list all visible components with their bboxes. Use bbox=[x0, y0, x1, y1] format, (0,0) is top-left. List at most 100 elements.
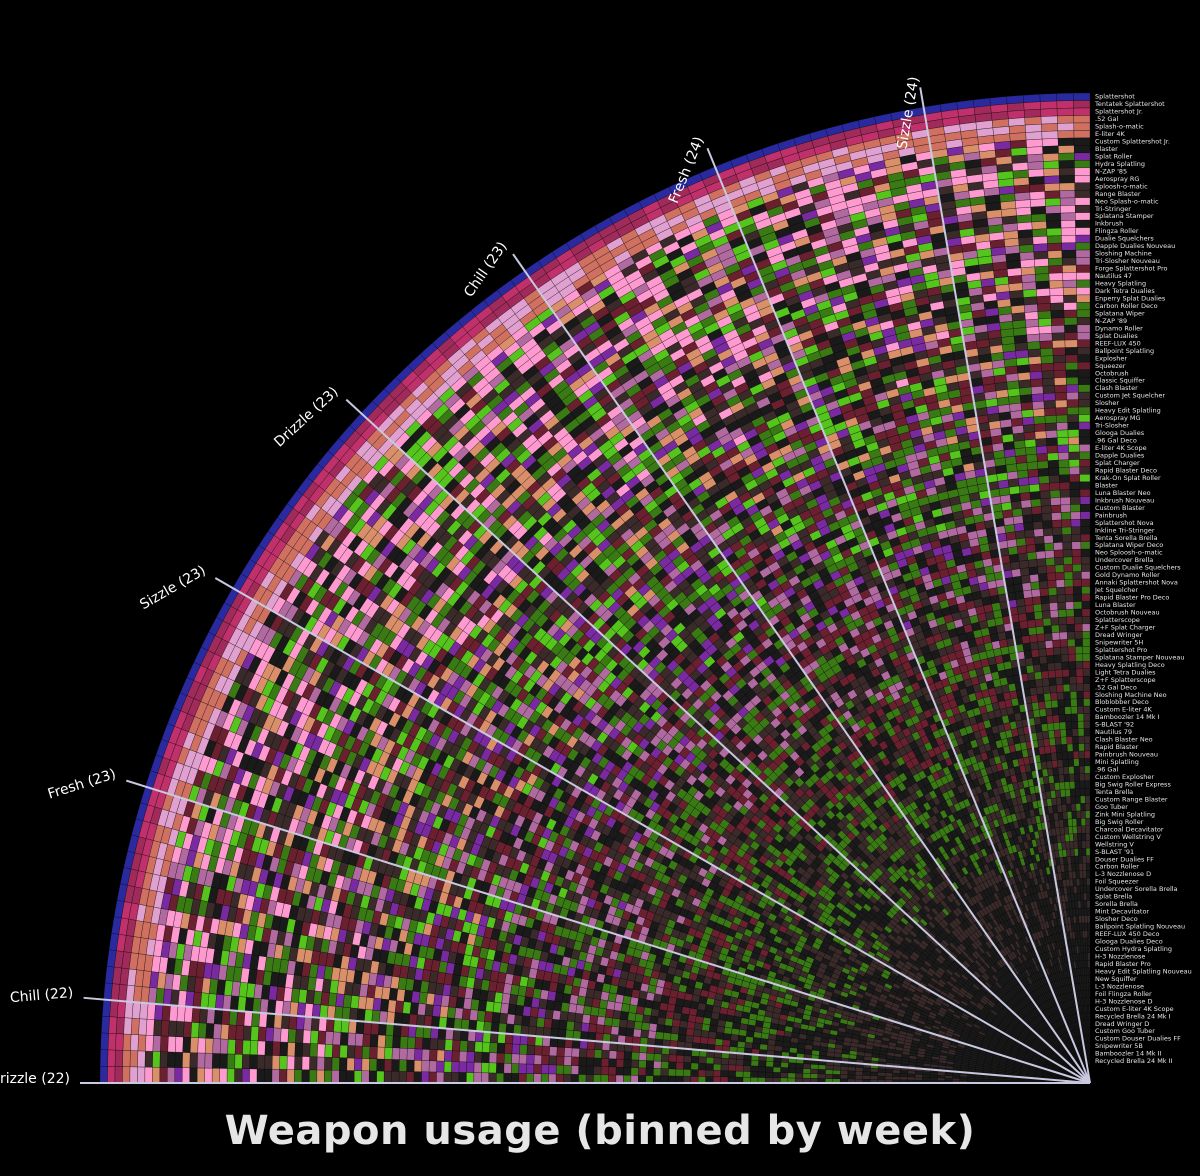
heatmap-cell bbox=[423, 1015, 433, 1028]
heatmap-cell bbox=[1036, 288, 1051, 297]
heatmap-cell bbox=[146, 1003, 156, 1020]
heatmap-cell bbox=[1012, 432, 1025, 442]
heatmap-cell bbox=[1074, 152, 1091, 161]
heatmap-cell bbox=[1056, 100, 1074, 109]
heatmap-cell bbox=[272, 1027, 282, 1043]
heatmap-cell bbox=[1019, 394, 1033, 404]
heatmap-cell bbox=[1022, 424, 1036, 433]
heatmap-cell bbox=[152, 1035, 162, 1052]
heatmap-cell bbox=[1022, 416, 1035, 426]
heatmap-cell bbox=[1003, 350, 1017, 360]
heatmap-cell bbox=[1010, 417, 1024, 427]
heatmap-cell bbox=[1048, 257, 1063, 267]
heatmap-cell bbox=[256, 1068, 265, 1084]
heatmap-cell bbox=[1051, 317, 1065, 326]
heatmap-cell bbox=[1034, 430, 1047, 440]
heatmap-cell bbox=[1062, 272, 1077, 281]
heatmap-cell bbox=[469, 1009, 479, 1021]
heatmap-cell bbox=[448, 995, 458, 1008]
heatmap-cell bbox=[123, 1017, 133, 1035]
heatmap-cell bbox=[1025, 446, 1037, 456]
heatmap-cell bbox=[429, 1049, 438, 1062]
heatmap-cell bbox=[1023, 303, 1038, 313]
heatmap-cell bbox=[242, 1039, 251, 1055]
heatmap-cell bbox=[1048, 467, 1060, 476]
heatmap-cell bbox=[176, 1005, 186, 1022]
heatmap-cell bbox=[297, 1002, 307, 1017]
heatmap-cell bbox=[242, 1025, 252, 1041]
heatmap-cell bbox=[467, 1040, 476, 1052]
heatmap-cell bbox=[161, 1004, 171, 1021]
heatmap-cell bbox=[1062, 264, 1077, 274]
heatmap-cell bbox=[1026, 461, 1039, 471]
heatmap-cell bbox=[1050, 302, 1065, 311]
heatmap-cell bbox=[1063, 302, 1078, 311]
heatmap-cell bbox=[1046, 445, 1059, 454]
heatmap-cell bbox=[212, 1038, 221, 1054]
heatmap-cell bbox=[279, 1055, 288, 1070]
heatmap-cell bbox=[1057, 444, 1069, 453]
heatmap-cell bbox=[1033, 243, 1048, 253]
heatmap-cell bbox=[1016, 462, 1028, 472]
heatmap-cell bbox=[1017, 221, 1033, 231]
heatmap-cell bbox=[421, 1048, 430, 1061]
heatmap-cell bbox=[1045, 430, 1058, 439]
heatmap-cell bbox=[1058, 145, 1075, 154]
heatmap-cell bbox=[324, 1056, 333, 1071]
heatmap-cell bbox=[309, 1056, 318, 1071]
heatmap-cell bbox=[1001, 208, 1017, 218]
heatmap-cell bbox=[279, 1069, 288, 1084]
heatmap-cell bbox=[1042, 385, 1056, 394]
heatmap-cell bbox=[443, 1071, 452, 1084]
heatmap-cell bbox=[1059, 182, 1076, 191]
heatmap-cell bbox=[400, 1024, 410, 1038]
heatmap-cell bbox=[407, 1025, 417, 1038]
heatmap-cell bbox=[467, 1030, 477, 1042]
heatmap-cell bbox=[234, 1039, 244, 1055]
heatmap-cell bbox=[1002, 441, 1015, 451]
heatmap-cell bbox=[1043, 392, 1056, 402]
heatmap-cell bbox=[437, 1027, 447, 1040]
heatmap-cell bbox=[130, 1018, 140, 1035]
heatmap-cell bbox=[1054, 377, 1067, 386]
heatmap-cell bbox=[1032, 235, 1048, 245]
heatmap-cell bbox=[244, 997, 255, 1013]
heatmap-cell bbox=[236, 1010, 246, 1026]
heatmap-cell bbox=[1019, 386, 1032, 396]
heatmap-cell bbox=[1032, 408, 1046, 418]
heatmap-cell bbox=[1066, 377, 1079, 386]
heatmap-cell bbox=[1078, 436, 1091, 445]
heatmap-cell bbox=[1035, 273, 1050, 282]
heatmap-cell bbox=[1076, 294, 1091, 303]
heatmap-cell bbox=[324, 1044, 333, 1058]
heatmap-cell bbox=[1023, 94, 1041, 103]
heatmap-cell bbox=[295, 1029, 304, 1044]
heatmap-cell bbox=[369, 1070, 377, 1084]
heatmap-cell bbox=[1002, 223, 1019, 233]
heatmap-cell bbox=[250, 1026, 260, 1041]
heatmap-cell bbox=[264, 1054, 273, 1070]
heatmap-cell bbox=[1053, 362, 1067, 371]
heatmap-cell bbox=[490, 1032, 499, 1044]
heatmap-cell bbox=[1040, 355, 1054, 364]
heatmap-cell bbox=[1042, 153, 1059, 162]
heatmap-cell bbox=[1058, 167, 1075, 176]
heatmap-cell bbox=[219, 1038, 229, 1055]
heatmap-cell bbox=[1047, 250, 1063, 259]
heatmap-cell bbox=[364, 1009, 374, 1023]
heatmap-cell bbox=[340, 1032, 349, 1046]
heatmap-cell bbox=[444, 1039, 454, 1051]
heatmap-cell bbox=[124, 1001, 134, 1019]
heatmap-cell bbox=[129, 1050, 139, 1068]
heatmap-cell bbox=[249, 1068, 258, 1084]
heatmap-cell bbox=[1025, 123, 1042, 133]
heatmap-cell bbox=[274, 1000, 284, 1015]
heatmap-cell bbox=[243, 1011, 253, 1027]
heatmap-cell bbox=[496, 1052, 505, 1064]
heatmap-cell bbox=[1076, 302, 1091, 311]
heatmap-cell bbox=[1004, 245, 1020, 255]
heatmap-cell bbox=[386, 1011, 396, 1025]
heatmap-cell bbox=[406, 1048, 416, 1061]
heatmap-cell bbox=[189, 1052, 198, 1069]
heatmap-cell bbox=[481, 1052, 490, 1063]
